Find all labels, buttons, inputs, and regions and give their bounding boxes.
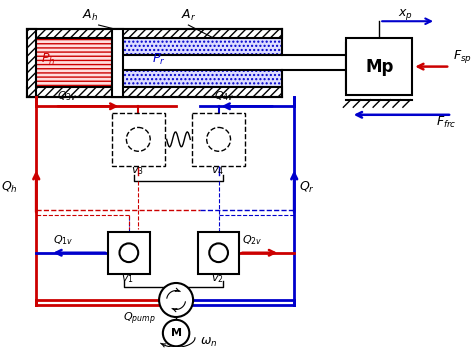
Circle shape xyxy=(119,244,138,262)
Bar xyxy=(123,70,282,87)
Text: $v_3$: $v_3$ xyxy=(131,165,144,177)
Text: $x_p$: $x_p$ xyxy=(398,7,413,22)
Circle shape xyxy=(159,283,193,317)
Bar xyxy=(123,38,282,55)
Text: $v_2$: $v_2$ xyxy=(211,273,224,285)
Text: $P_r$: $P_r$ xyxy=(152,52,165,67)
Bar xyxy=(27,87,282,97)
Text: Mp: Mp xyxy=(365,58,393,76)
Text: $Q_{1v}$: $Q_{1v}$ xyxy=(53,233,73,247)
Bar xyxy=(112,29,123,97)
Text: M: M xyxy=(171,328,182,338)
Circle shape xyxy=(209,244,228,262)
Text: $A_h$: $A_h$ xyxy=(82,9,98,23)
Text: $F_{frc}$: $F_{frc}$ xyxy=(436,115,456,130)
Text: $Q_{pump}$: $Q_{pump}$ xyxy=(122,310,155,327)
Text: $v_1$: $v_1$ xyxy=(121,273,134,285)
Bar xyxy=(192,113,245,166)
Text: $Q_h$: $Q_h$ xyxy=(0,180,18,195)
Text: $Q_{2v}$: $Q_{2v}$ xyxy=(242,233,263,247)
Bar xyxy=(108,232,150,274)
Bar xyxy=(27,29,36,97)
Text: $Q_{3v}$: $Q_{3v}$ xyxy=(57,89,77,103)
Text: $Q_r$: $Q_r$ xyxy=(299,180,315,195)
Text: $Q_{4v}$: $Q_{4v}$ xyxy=(214,89,234,103)
Text: $\omega_n$: $\omega_n$ xyxy=(200,335,217,349)
Circle shape xyxy=(163,320,189,346)
Text: $P_h$: $P_h$ xyxy=(41,52,55,67)
Circle shape xyxy=(127,127,150,151)
Circle shape xyxy=(207,127,230,151)
Bar xyxy=(36,38,112,87)
Text: $F_{sp}$: $F_{sp}$ xyxy=(453,48,472,65)
Bar xyxy=(198,232,239,274)
Bar xyxy=(112,113,165,166)
Bar xyxy=(27,29,282,38)
Text: $A_r$: $A_r$ xyxy=(181,9,196,23)
Text: $v_4$: $v_4$ xyxy=(211,165,224,177)
Bar xyxy=(346,38,412,95)
